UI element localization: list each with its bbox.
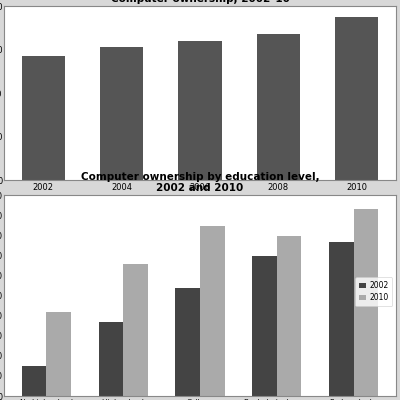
Bar	[100, 48, 143, 180]
Bar	[176, 288, 200, 396]
Bar	[252, 256, 277, 396]
X-axis label: Year: Year	[190, 195, 210, 204]
Bar	[46, 312, 71, 396]
Bar	[200, 226, 224, 396]
Bar	[354, 210, 378, 396]
Bar	[178, 41, 222, 180]
Title: Computer ownership, 2002–10: Computer ownership, 2002–10	[110, 0, 290, 4]
Bar	[22, 366, 46, 396]
Bar	[22, 56, 65, 180]
Bar	[123, 264, 148, 396]
Title: Computer ownership by education level,
2002 and 2010: Computer ownership by education level, 2…	[81, 172, 319, 193]
Bar	[99, 322, 123, 396]
Legend: 2002, 2010: 2002, 2010	[355, 277, 392, 306]
Bar	[257, 34, 300, 180]
Bar	[277, 236, 301, 396]
Bar	[329, 242, 354, 396]
Bar	[335, 17, 378, 180]
